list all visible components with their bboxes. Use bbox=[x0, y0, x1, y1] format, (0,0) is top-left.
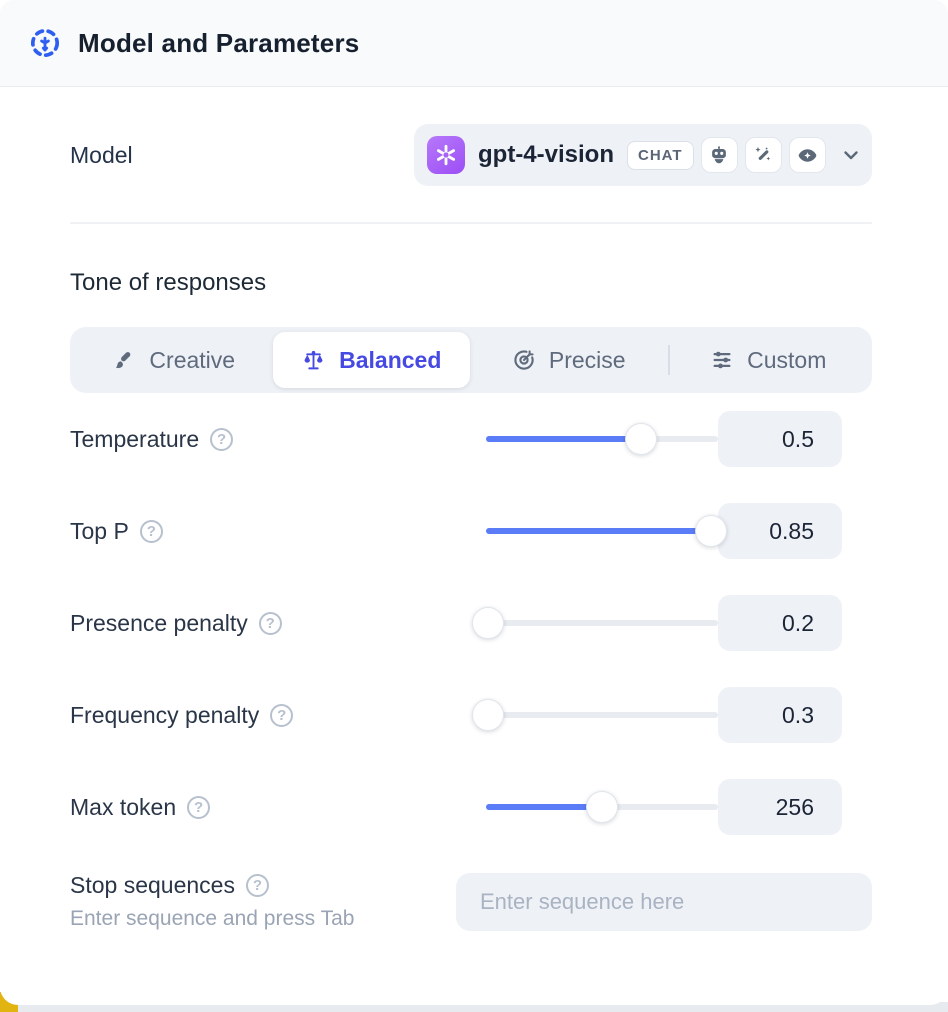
robot-icon bbox=[700, 137, 738, 173]
model-select[interactable]: gpt-4-vision CHAT bbox=[414, 124, 872, 186]
chevron-down-icon bbox=[839, 143, 863, 167]
tone-option-label: Creative bbox=[149, 346, 236, 373]
model-type-badge: CHAT bbox=[627, 140, 694, 170]
presence-penalty-value: 0.2 bbox=[718, 595, 842, 651]
page-background-strip bbox=[0, 1002, 948, 1012]
tone-option-creative[interactable]: Creative bbox=[75, 332, 273, 388]
slider-thumb[interactable] bbox=[695, 515, 728, 547]
section-divider bbox=[70, 222, 872, 224]
slider-fill bbox=[486, 436, 642, 442]
slider-track bbox=[486, 620, 718, 626]
help-icon[interactable]: ? bbox=[139, 519, 163, 543]
parameter-row-max-token: Max token ? 256 bbox=[70, 761, 872, 853]
stop-sequences-row: Stop sequences ? Enter sequence and pres… bbox=[70, 872, 872, 931]
target-arrow-icon bbox=[512, 348, 536, 372]
panel-title: Model and Parameters bbox=[78, 27, 360, 58]
tone-option-custom[interactable]: Custom bbox=[670, 332, 868, 388]
slider-thumb[interactable] bbox=[472, 699, 505, 731]
tone-option-label: Precise bbox=[548, 346, 626, 373]
parameter-row-frequency-penalty: Frequency penalty ? 0.3 bbox=[70, 669, 872, 761]
tone-heading: Tone of responses bbox=[70, 269, 267, 296]
paintbrush-icon bbox=[112, 348, 136, 372]
tone-option-precise[interactable]: Precise bbox=[470, 332, 668, 388]
parameter-row-presence-penalty: Presence penalty ? 0.2 bbox=[70, 577, 872, 669]
top-p-value: 0.85 bbox=[718, 503, 842, 559]
help-icon[interactable]: ? bbox=[258, 611, 282, 635]
help-icon[interactable]: ? bbox=[210, 427, 234, 451]
frequency-penalty-value: 0.3 bbox=[718, 687, 842, 743]
parameter-label: Top P bbox=[70, 517, 129, 544]
help-icon[interactable]: ? bbox=[187, 795, 211, 819]
magic-wand-icon bbox=[744, 137, 782, 173]
balance-scale-icon bbox=[301, 348, 326, 373]
stop-sequences-hint: Enter sequence and press Tab bbox=[70, 907, 355, 930]
parameter-row-top-p: Top P ? 0.85 bbox=[70, 485, 872, 577]
selected-model-name: gpt-4-vision bbox=[478, 141, 614, 168]
tone-option-label: Balanced bbox=[339, 346, 442, 373]
model-cube-icon bbox=[28, 26, 62, 60]
parameter-label: Presence penalty bbox=[70, 609, 248, 636]
slider-fill bbox=[486, 528, 712, 534]
frequency-penalty-slider[interactable] bbox=[472, 699, 718, 731]
max-token-value: 256 bbox=[718, 779, 842, 835]
slider-track bbox=[486, 712, 718, 718]
help-icon[interactable]: ? bbox=[245, 874, 269, 897]
stop-sequence-input[interactable] bbox=[456, 872, 872, 931]
temperature-slider[interactable] bbox=[486, 423, 718, 455]
help-icon[interactable]: ? bbox=[270, 703, 294, 727]
slider-thumb[interactable] bbox=[586, 791, 618, 823]
model-label: Model bbox=[70, 141, 133, 168]
panel-header: Model and Parameters bbox=[0, 0, 948, 87]
slider-thumb[interactable] bbox=[472, 607, 505, 639]
parameter-label: Frequency penalty bbox=[70, 701, 260, 728]
parameter-label: Max token bbox=[70, 793, 177, 820]
openai-logo bbox=[427, 136, 465, 174]
tone-segmented-control: Creative Balanced bbox=[70, 327, 872, 393]
top-p-slider[interactable] bbox=[486, 515, 728, 547]
tone-option-balanced[interactable]: Balanced bbox=[272, 332, 470, 388]
parameter-row-temperature: Temperature ? 0.5 bbox=[70, 393, 872, 485]
slider-fill bbox=[486, 804, 602, 810]
presence-penalty-slider[interactable] bbox=[472, 607, 718, 639]
sliders-icon bbox=[710, 348, 734, 372]
tone-option-label: Custom bbox=[747, 346, 827, 373]
temperature-value: 0.5 bbox=[718, 411, 842, 467]
slider-thumb[interactable] bbox=[625, 423, 658, 455]
vision-icon bbox=[788, 137, 826, 173]
model-row: Model gpt-4-visi bbox=[70, 124, 872, 186]
max-token-slider[interactable] bbox=[486, 791, 718, 823]
parameter-label: Temperature bbox=[70, 425, 200, 452]
stop-sequences-label: Stop sequences bbox=[70, 872, 235, 898]
segment-separator bbox=[667, 345, 670, 375]
